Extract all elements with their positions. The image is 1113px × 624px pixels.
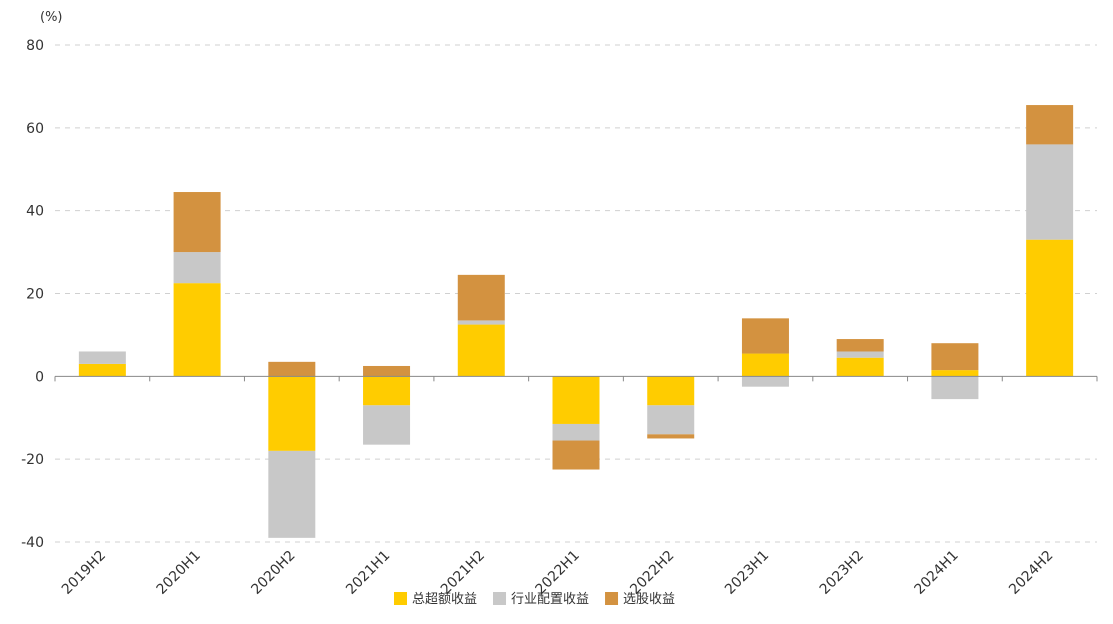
legend-label: 行业配置收益: [511, 592, 589, 607]
y-axis-ticks: -40 -20 0 20 40 60 80: [21, 38, 44, 551]
x-tick-label: 2023H1: [722, 548, 772, 598]
bar-segment: [457, 324, 505, 377]
bar-segment: [647, 376, 695, 406]
bars: [78, 105, 1074, 538]
bar-segment: [268, 450, 316, 538]
y-axis-unit-label: (%): [40, 10, 63, 25]
bar-segment: [552, 423, 600, 441]
y-tick-label: 40: [26, 204, 44, 220]
bar-segment: [173, 283, 221, 377]
x-tick-label: 2019H2: [59, 548, 109, 598]
bar-segment: [552, 376, 600, 424]
x-tick-label: 2021H2: [438, 548, 488, 598]
y-tick-label: 0: [35, 369, 44, 385]
x-tick-label: 2022H2: [627, 548, 677, 598]
bar-segment: [931, 376, 979, 400]
y-tick-label: 60: [26, 121, 44, 137]
bar-segment: [1026, 105, 1074, 145]
x-tick-label: 2023H2: [817, 548, 867, 598]
bar-segment: [931, 370, 979, 377]
bar-segment: [173, 192, 221, 253]
x-tick-label: 2020H1: [154, 548, 204, 598]
legend: 总超额收益 行业配置收益 选股收益: [394, 592, 675, 607]
bar-segment: [1026, 144, 1074, 240]
legend-label: 选股收益: [623, 592, 675, 607]
bar-segment: [78, 363, 126, 377]
legend-swatch: [493, 592, 507, 605]
bar-segment: [363, 405, 411, 445]
legend-swatch: [605, 592, 619, 605]
y-tick-label: -40: [21, 535, 44, 551]
bar-segment: [363, 365, 411, 377]
bar-segment: [552, 440, 600, 470]
y-tick-label: 80: [26, 38, 44, 54]
bar-segment: [173, 252, 221, 284]
x-tick-label: 2021H1: [343, 548, 393, 598]
bar-segment: [836, 357, 884, 377]
bar-segment: [647, 405, 695, 435]
bar-segment: [931, 343, 979, 371]
bar-segment: [457, 320, 505, 325]
x-tick-label: 2022H1: [533, 548, 583, 598]
bar-segment: [741, 318, 789, 354]
bar-segment: [647, 434, 695, 439]
y-tick-label: -20: [21, 452, 44, 468]
bar-segment: [741, 353, 789, 377]
bar-segment: [836, 339, 884, 352]
x-tick-label: 2020H2: [248, 548, 298, 598]
bar-segment: [268, 361, 316, 377]
bar-segment: [741, 376, 789, 387]
legend-swatch: [394, 592, 407, 605]
bar-segment: [836, 351, 884, 358]
x-tick-label: 2024H1: [911, 548, 961, 598]
y-tick-label: 20: [26, 287, 44, 303]
bar-segment: [1026, 239, 1074, 377]
bar-segment: [363, 376, 411, 406]
bar-segment: [78, 351, 126, 364]
legend-label: 总超额收益: [412, 592, 477, 607]
bar-segment: [268, 376, 316, 451]
x-tick-label: 2024H2: [1006, 548, 1056, 598]
bar-segment: [457, 274, 505, 321]
